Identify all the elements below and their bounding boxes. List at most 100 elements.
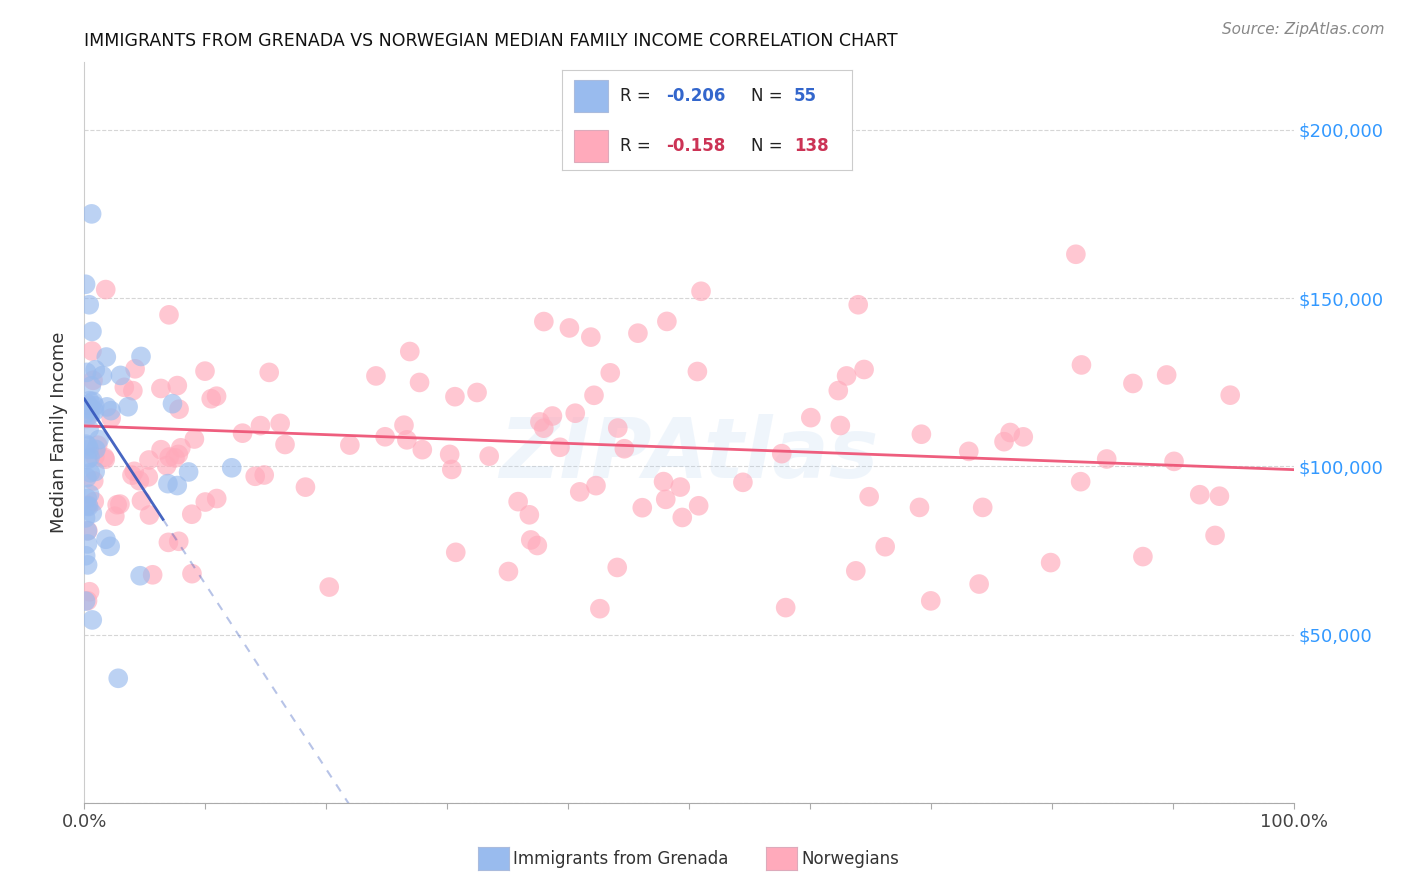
Point <box>686 364 709 378</box>
Point <box>627 326 650 341</box>
Point <box>76 499 98 513</box>
Point <box>498 565 520 579</box>
Point <box>75 407 97 421</box>
Y-axis label: Median Family Income: Median Family Income <box>51 332 69 533</box>
Point <box>967 577 990 591</box>
Point <box>76 470 98 484</box>
Point <box>93 450 115 465</box>
Point <box>205 389 228 403</box>
Point <box>830 418 852 433</box>
Point <box>84 465 107 479</box>
Point <box>1156 368 1178 382</box>
Point <box>875 540 897 554</box>
Point <box>1095 452 1118 467</box>
Point <box>157 535 180 549</box>
Point <box>83 399 105 413</box>
Point <box>253 468 276 483</box>
Point <box>104 509 127 524</box>
Point <box>76 558 98 572</box>
Point <box>998 425 1021 440</box>
Text: Immigrants from Grenada: Immigrants from Grenada <box>513 850 728 868</box>
Point <box>1219 388 1241 402</box>
Point <box>1188 488 1211 502</box>
Point <box>76 397 98 411</box>
Point <box>269 417 291 431</box>
Point <box>1163 454 1185 468</box>
Point <box>444 390 467 404</box>
Point <box>79 403 101 417</box>
Point <box>94 533 117 547</box>
Point <box>75 511 97 525</box>
Point <box>564 406 586 420</box>
Point <box>156 458 179 473</box>
Point <box>845 564 868 578</box>
Point <box>541 409 564 423</box>
Text: Source: ZipAtlas.com: Source: ZipAtlas.com <box>1222 22 1385 37</box>
Point <box>533 421 555 435</box>
Point <box>80 207 103 221</box>
Point <box>76 452 98 467</box>
Point <box>478 449 501 463</box>
Point <box>1070 475 1092 489</box>
Point <box>585 478 607 492</box>
Point <box>529 415 551 429</box>
Point <box>96 400 118 414</box>
Point <box>1122 376 1144 391</box>
Point <box>107 671 129 685</box>
Point <box>221 460 243 475</box>
Point <box>76 524 98 538</box>
Point <box>129 350 152 364</box>
Point <box>194 495 217 509</box>
Point <box>669 480 692 494</box>
Point <box>87 433 110 447</box>
Point <box>79 450 101 465</box>
Point <box>149 381 172 395</box>
Point <box>257 365 280 379</box>
Point <box>548 440 571 454</box>
Point <box>395 433 418 447</box>
Point <box>671 510 693 524</box>
Point <box>599 366 621 380</box>
Point <box>1132 549 1154 564</box>
Point <box>79 408 101 422</box>
Point <box>75 549 97 563</box>
Point <box>157 308 180 322</box>
Point <box>87 438 110 452</box>
Point <box>121 468 143 483</box>
Point <box>82 373 104 387</box>
Point <box>167 447 190 461</box>
Text: Norwegians: Norwegians <box>801 850 900 868</box>
Point <box>96 350 118 364</box>
Point <box>150 442 173 457</box>
Point <box>79 401 101 415</box>
Point <box>83 494 105 508</box>
Point <box>112 380 135 394</box>
Point <box>166 478 188 492</box>
Point <box>181 566 204 581</box>
Point <box>465 385 488 400</box>
Point <box>129 568 152 582</box>
Point <box>910 427 932 442</box>
Point <box>993 434 1015 449</box>
Point <box>775 600 797 615</box>
Point <box>166 378 188 392</box>
Point <box>79 393 101 408</box>
Point <box>142 567 165 582</box>
Point <box>408 376 430 390</box>
Point <box>91 368 114 383</box>
Point <box>589 601 612 615</box>
Point <box>579 330 602 344</box>
Point <box>77 498 100 512</box>
Point <box>80 344 103 359</box>
Point <box>439 447 461 461</box>
Point <box>183 432 205 446</box>
Point <box>655 492 678 507</box>
Point <box>76 365 98 379</box>
Point <box>444 545 467 559</box>
Point <box>1012 430 1035 444</box>
Point <box>75 437 97 451</box>
Point <box>75 594 97 608</box>
Point <box>100 403 122 417</box>
Point <box>517 508 540 522</box>
Point <box>655 314 678 328</box>
